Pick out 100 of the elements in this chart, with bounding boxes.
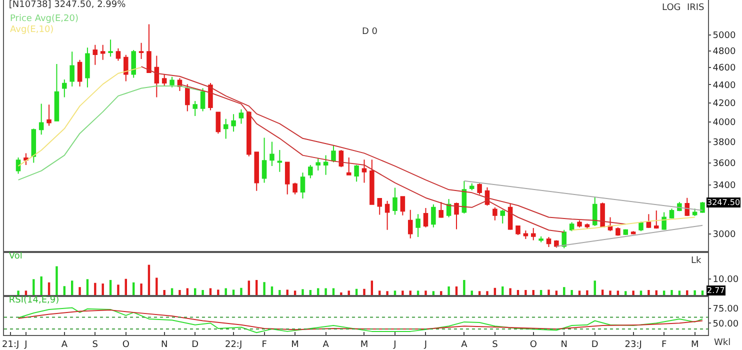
candlestick [538, 236, 544, 243]
bar [63, 286, 66, 295]
y-tick-label: 3800 [712, 138, 736, 148]
candlestick [362, 159, 367, 184]
bar [202, 290, 204, 295]
candlestick [238, 108, 244, 124]
y-tick-label: 4000 [712, 118, 736, 128]
candlestick [569, 222, 574, 232]
bar [140, 284, 142, 295]
bar [470, 290, 473, 295]
x-tick-label: N [160, 340, 168, 350]
bar [394, 290, 396, 295]
candlestick [24, 152, 28, 166]
y-tick-label: 75.00 [712, 304, 739, 314]
candlestick [392, 187, 398, 216]
bar [478, 291, 481, 295]
bar [548, 290, 550, 295]
bar [594, 280, 596, 295]
candlestick [162, 74, 167, 87]
candlestick [292, 182, 298, 195]
bar [432, 291, 435, 295]
annotation: Lk [691, 256, 702, 266]
bar [186, 288, 189, 295]
bar [102, 284, 104, 295]
x-tick-label: A [461, 340, 468, 350]
bar [224, 288, 227, 295]
bar [386, 291, 388, 295]
bar [302, 289, 304, 295]
bar [309, 290, 312, 295]
candlestick [262, 137, 267, 184]
candlestick [92, 44, 98, 66]
bar [209, 288, 212, 295]
bar [56, 266, 58, 295]
bar [694, 290, 696, 295]
bar [402, 290, 404, 295]
y-tick-label: 10.00 [712, 275, 739, 285]
candlestick [377, 198, 382, 216]
text: Wkl [714, 338, 731, 348]
candlestick [469, 182, 474, 191]
y-tick-label: 3600 [712, 158, 736, 169]
candlestick [354, 164, 359, 182]
candlestick [284, 161, 290, 195]
bar [248, 280, 250, 295]
x-tick-label: D [591, 340, 598, 350]
bar [86, 279, 89, 295]
candlestick [154, 55, 160, 98]
bar [294, 290, 296, 295]
bar [240, 288, 242, 295]
bar [578, 290, 581, 295]
candlestick [592, 196, 598, 227]
annotation: 3247.50 [707, 198, 740, 207]
candlestick [16, 156, 21, 174]
candlestick [669, 208, 674, 219]
bar [370, 280, 374, 295]
candlestick [462, 180, 467, 214]
y-tick-label: 3400 [712, 181, 736, 192]
bar [40, 276, 42, 295]
candlestick [423, 208, 428, 228]
bar [78, 287, 81, 295]
bar [324, 288, 327, 295]
bar [24, 290, 28, 295]
candlestick [62, 78, 67, 98]
y-tick-label: 50.00 [712, 319, 739, 330]
bar [148, 264, 150, 295]
x-tick-label: F [262, 340, 267, 350]
x-tick-label: 21:J [2, 340, 20, 350]
text: Price Avg(E,20) [10, 14, 79, 24]
candlestick [370, 159, 374, 205]
bar [632, 290, 634, 295]
bar [270, 286, 274, 295]
candlestick [646, 214, 652, 228]
x-tick-label: J [423, 340, 428, 350]
bar [348, 290, 350, 295]
y-tick-label: 5000 [712, 31, 736, 42]
candlestick [308, 164, 313, 179]
bar [701, 290, 704, 295]
candlestick [516, 226, 520, 236]
candlestick [630, 230, 636, 235]
y-tick-label: 3000 [712, 230, 736, 240]
candlestick [185, 84, 190, 112]
candlestick [270, 141, 274, 167]
candlestick [638, 221, 644, 232]
bar [509, 288, 512, 295]
bar [278, 290, 281, 295]
candlestick [408, 209, 413, 239]
candlestick [654, 210, 659, 230]
candlestick [546, 236, 552, 248]
bar [132, 282, 135, 295]
candlestick [192, 100, 198, 117]
candlestick [416, 214, 420, 238]
candlestick [492, 206, 498, 221]
chart-title: [N10738] 3247.50, 2.99% [8, 0, 126, 10]
y-tick-label: 4600 [712, 64, 736, 74]
candlestick [277, 150, 282, 172]
bar [94, 282, 96, 295]
bar [524, 290, 527, 295]
bar [170, 288, 174, 295]
candlestick [438, 202, 444, 218]
x-tick-label: F [661, 340, 667, 350]
bar [378, 290, 381, 295]
